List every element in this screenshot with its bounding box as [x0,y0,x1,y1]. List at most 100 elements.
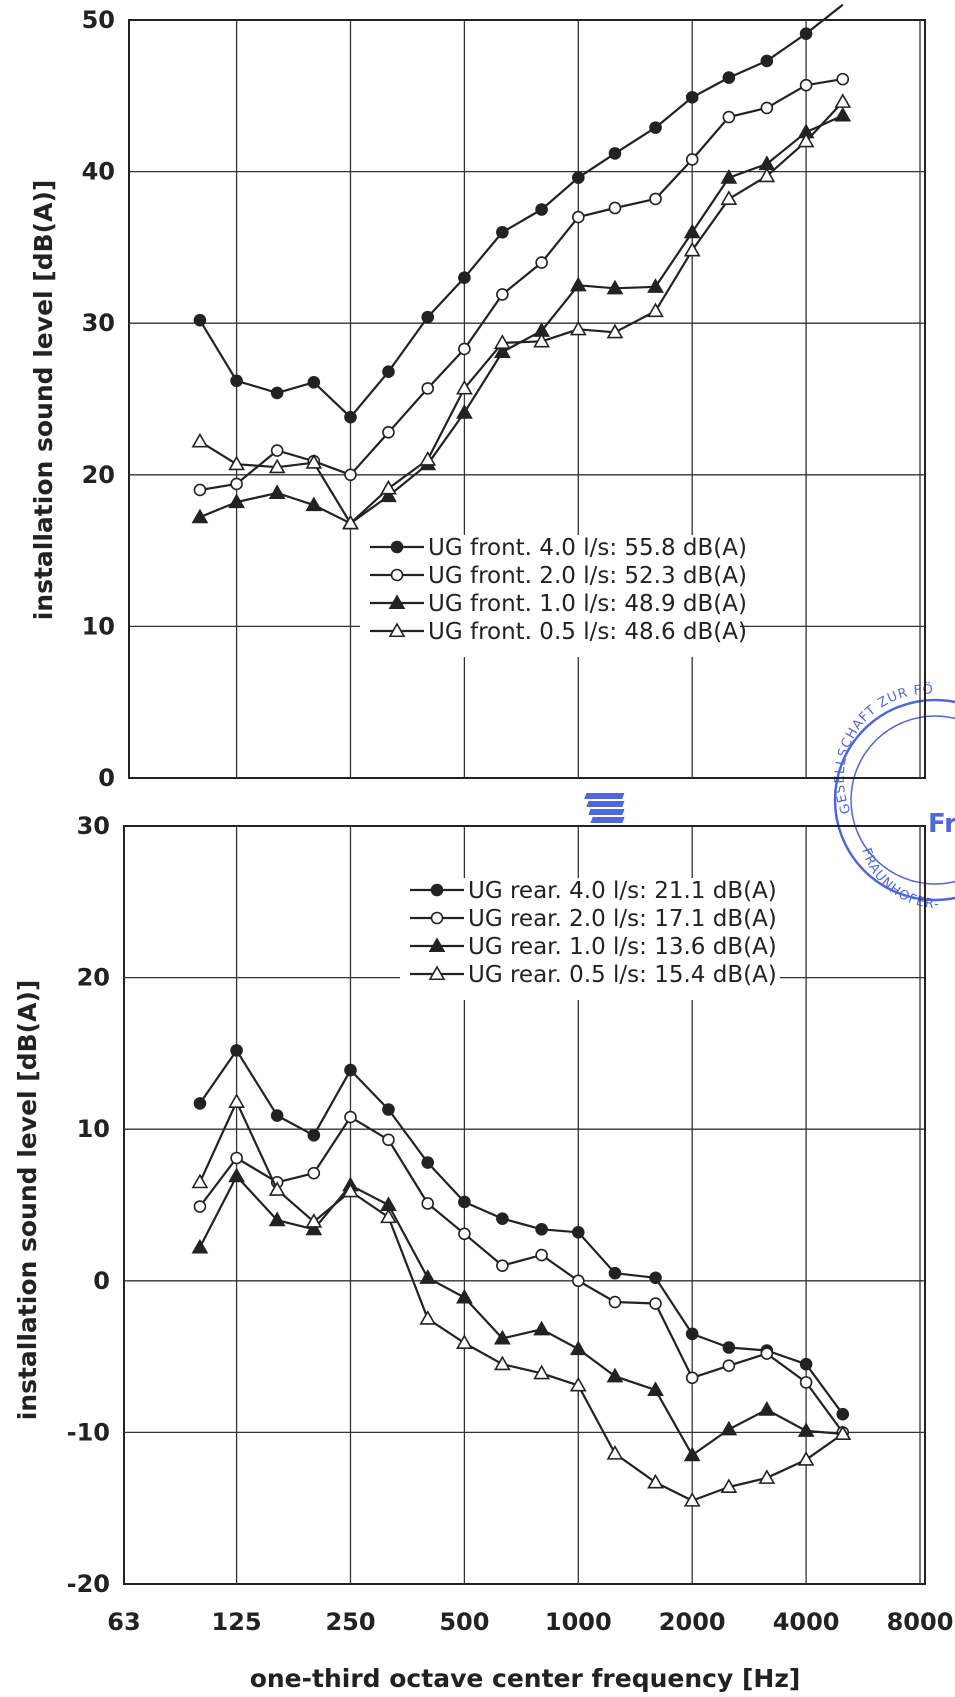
data-point [571,210,585,224]
data-point [836,1407,850,1421]
series-rear [191,1044,852,1507]
legend-entry: UG rear. 1.0 l/s: 13.6 dB(A) [410,934,777,960]
data-point [834,1425,852,1440]
legend-label: UG rear. 1.0 l/s: 13.6 dB(A) [468,934,777,960]
data-point [193,313,207,327]
data-point [380,487,397,503]
x-tick-label: 8000 [887,1608,954,1636]
data-point [344,1063,357,1077]
data-point [571,1225,585,1239]
data-point [380,1208,397,1224]
data-point [193,1097,207,1110]
data-point [230,374,243,388]
y-ticks-rear: -20 -10 0 10 20 30 [67,812,110,1598]
data-point [268,484,286,500]
data-point [647,1473,664,1489]
y-tick-label: 20 [77,964,110,992]
data-point [799,1357,813,1371]
data-point [193,483,207,497]
data-point [307,376,321,389]
data-point [649,121,662,134]
data-point [382,1103,395,1116]
data-point [722,71,736,84]
data-point [493,334,511,349]
data-point [760,54,774,68]
data-point [569,1340,587,1356]
y-tick-label: 0 [93,1267,110,1295]
y-ticks-front: 0 10 20 30 40 50 [82,6,115,792]
y-axis-label-rear: installation sound level [dB(A)] [13,980,42,1421]
x-ticks: 63 125 250 500 1000 2000 4000 8000 [107,1608,953,1636]
data-point [268,1181,286,1196]
legend-label: UG front. 0.5 l/s: 48.6 dB(A) [428,619,747,645]
data-point [720,1478,738,1494]
data-point [758,1401,776,1416]
data-point [496,288,509,301]
data-point [228,493,245,509]
data-point [685,153,699,166]
data-point [649,1271,662,1285]
series-open-triangle [191,1093,852,1507]
data-point [683,1492,701,1507]
data-point [647,278,664,293]
data-point [608,1266,622,1280]
legend-label: UG rear. 2.0 l/s: 17.1 dB(A) [468,906,777,932]
data-point [382,1133,395,1147]
legend-marker [388,622,406,638]
data-point [760,101,774,115]
series-filled-triangle [191,1167,852,1462]
data-point [493,343,511,359]
legend-label: UG front. 4.0 l/s: 55.8 dB(A) [428,535,747,561]
legend-marker [430,911,444,925]
y-tick-label: 50 [82,6,115,34]
data-point [228,1167,245,1183]
data-point [569,320,587,336]
data-point [758,1469,776,1484]
y-tick-label: 10 [82,612,115,640]
y-tick-label: 20 [82,461,115,489]
data-point [496,1212,509,1225]
y-tick-label: -20 [67,1570,110,1598]
data-point [419,1310,437,1325]
series-line [198,1175,843,1457]
legend-label: UG front. 2.0 l/s: 52.3 dB(A) [428,563,747,589]
stamp-logo-text: Fr [928,809,955,839]
legend-entry: UG front. 2.0 l/s: 52.3 dB(A) [370,563,747,589]
data-point [797,132,815,148]
fraunhofer-logo-icon [584,793,625,823]
data-point [799,27,813,40]
data-point [307,1166,321,1180]
data-point [720,190,738,205]
data-point [268,1211,286,1227]
x-axis-label: one-third octave center frequency [Hz] [250,1664,801,1693]
data-point [382,365,395,379]
data-point [834,93,852,108]
data-point [344,1110,357,1124]
y-tick-label: 30 [77,812,110,840]
stamp-outer-ring [833,698,955,902]
data-point [421,382,435,395]
data-point [608,147,622,160]
plot-frame-rear [123,825,926,1585]
data-point [683,241,701,257]
stamp-bottom-text: FRAUNHOFER- [858,846,940,912]
legend-marker [390,540,404,554]
x-tick-label: 4000 [773,1608,840,1636]
legend-label: UG rear. 4.0 l/s: 21.1 dB(A) [468,878,777,904]
series-front [191,3,852,530]
legend-entry: UG front. 1.0 l/s: 48.9 dB(A) [370,591,747,617]
data-point [342,1182,359,1198]
data-point [571,171,585,184]
data-point [419,1269,437,1284]
chart-rear: -20 -10 0 10 20 30 installation sound level [… [13,812,926,1598]
legend-entry: UG rear. 0.5 l/s: 15.4 dB(A) [410,962,777,988]
data-point [722,110,736,124]
data-point [230,1151,243,1165]
data-point [606,279,624,295]
data-point [493,1355,511,1371]
data-point [191,508,209,524]
data-point [191,432,209,448]
data-point [228,1093,245,1108]
x-tick-label: 125 [212,1608,262,1636]
data-point [191,1238,209,1254]
